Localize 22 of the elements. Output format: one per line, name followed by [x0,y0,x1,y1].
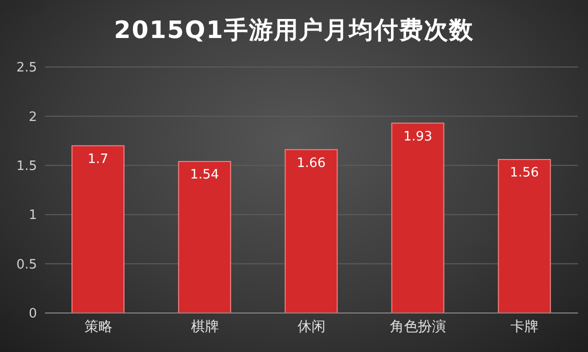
bar [498,158,551,313]
data-label: 1.54 [190,168,220,183]
y-tick-label: 0 [28,306,37,322]
y-tick-label: 2 [28,110,37,125]
bar [284,149,338,313]
y-tick-label: 1.5 [16,159,37,174]
x-tick-label: 角色扮演 [390,318,446,335]
y-tick-label: 2.5 [16,60,37,76]
data-label: 1.7 [88,152,108,167]
x-tick-label: 休闲 [298,318,326,335]
x-tick-label: 卡牌 [510,318,539,335]
x-tick-label: 策略 [84,318,112,335]
data-label: 1.93 [403,129,432,144]
data-label: 1.56 [510,166,539,181]
bar [391,122,444,313]
x-tick-label: 棋牌 [190,318,219,335]
bar [72,145,124,313]
bar [178,160,232,313]
data-label: 1.66 [296,156,326,171]
chart-title: 2015Q1手游用户月均付费次数 [113,15,475,46]
y-tick-label: 1 [28,208,37,224]
y-tick-label: 0.5 [16,257,37,272]
